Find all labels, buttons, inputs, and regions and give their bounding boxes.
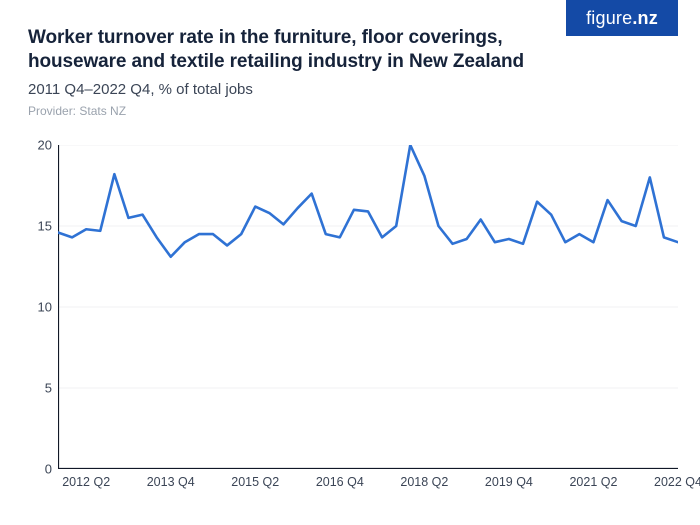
x-tick-label: 2021 Q2 xyxy=(569,475,617,489)
logo-text-b: .nz xyxy=(632,8,658,29)
logo-text-a: figure xyxy=(586,8,632,29)
y-tick-label: 10 xyxy=(38,300,52,315)
x-tick-label: 2015 Q2 xyxy=(231,475,279,489)
chart-provider: Provider: Stats NZ xyxy=(28,104,552,118)
chart-area: 05101520 2012 Q22013 Q42015 Q22016 Q4201… xyxy=(28,145,678,497)
chart-title: Worker turnover rate in the furniture, f… xyxy=(28,26,552,75)
y-axis: 05101520 xyxy=(28,145,58,469)
plot-area xyxy=(58,145,678,469)
y-tick-label: 5 xyxy=(45,381,52,396)
y-tick-label: 0 xyxy=(45,462,52,477)
x-tick-label: 2022 Q4 xyxy=(654,475,700,489)
y-tick-label: 15 xyxy=(38,219,52,234)
x-tick-label: 2013 Q4 xyxy=(147,475,195,489)
x-tick-label: 2019 Q4 xyxy=(485,475,533,489)
logo-badge: figure.nz xyxy=(566,0,678,36)
x-axis: 2012 Q2 2013 Q4 2015 Q2 2016 Q4 2018 Q2 2019 … xyxy=(58,469,678,497)
y-tick-label: 20 xyxy=(38,138,52,153)
chart-subtitle: 2011 Q4–2022 Q4, % of total jobs xyxy=(28,81,552,98)
chart-header: Worker turnover rate in the furniture, f… xyxy=(0,0,580,118)
x-tick-label: 2018 Q2 xyxy=(400,475,448,489)
line-series xyxy=(58,145,678,469)
x-tick-label: 2016 Q4 xyxy=(316,475,364,489)
x-tick-label: 2012 Q2 xyxy=(62,475,110,489)
